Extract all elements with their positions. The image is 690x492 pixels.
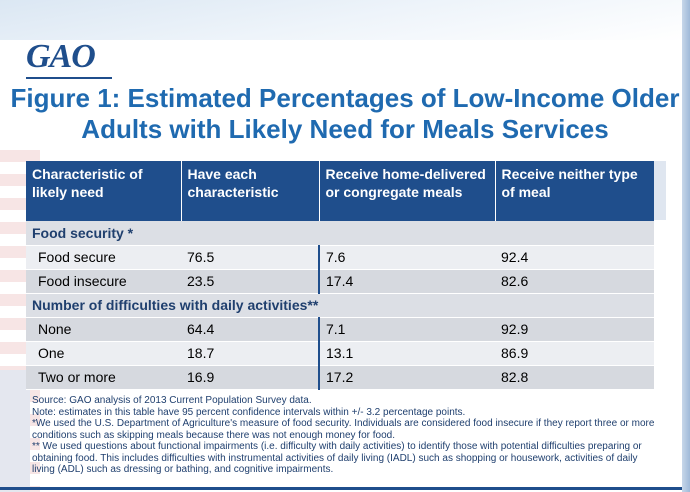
section-food-security: Food security * [26, 221, 654, 246]
table-row: Food insecure 23.5 17.4 82.6 [26, 269, 654, 294]
cell-receive: 7.6 [319, 245, 495, 270]
top-band [0, 0, 690, 40]
note-source: Source: GAO analysis of 2013 Current Pop… [32, 395, 312, 406]
row-label: Food secure [26, 245, 181, 270]
cell-neither: 82.8 [495, 365, 654, 390]
logo-underline [26, 77, 112, 79]
section-label: Number of difficulties with daily activi… [26, 293, 654, 318]
cell-receive: 13.1 [319, 341, 495, 366]
gao-logo: GAO [26, 38, 96, 75]
cell-neither: 92.9 [495, 317, 654, 342]
right-edge-strip [682, 0, 690, 492]
cell-neither: 86.9 [495, 341, 654, 366]
table-header-row: Characteristic of likely need Have each … [26, 161, 654, 221]
header-neither: Receive neither type of meal [495, 161, 654, 221]
header-have: Have each characteristic [181, 161, 320, 221]
section-label: Food security * [26, 221, 654, 246]
table-row: One 18.7 13.1 86.9 [26, 341, 654, 366]
table-row: None 64.4 7.1 92.9 [26, 317, 654, 342]
cell-neither: 82.6 [495, 269, 654, 294]
cell-receive: 7.1 [319, 317, 495, 342]
cell-receive: 17.4 [319, 269, 495, 294]
note-difficulties: ** We used questions about functional im… [32, 441, 642, 475]
note-confidence: Note: estimates in this table have 95 pe… [32, 406, 466, 418]
row-label: None [26, 317, 181, 342]
row-label: One [26, 341, 181, 366]
header-extra-cell [654, 161, 666, 220]
table-notes: Source: GAO analysis of 2013 Current Pop… [32, 395, 662, 476]
cell-neither: 92.4 [495, 245, 654, 270]
cell-have: 76.5 [181, 245, 320, 270]
table-row: Two or more 16.9 17.2 82.8 [26, 365, 654, 390]
cell-have: 18.7 [181, 341, 320, 366]
cell-receive: 17.2 [319, 365, 495, 390]
cell-have: 64.4 [181, 317, 320, 342]
table-row: Food secure 76.5 7.6 92.4 [26, 245, 654, 270]
data-table: Characteristic of likely need Have each … [26, 161, 654, 390]
page-title: Figure 1: Estimated Percentages of Low-I… [10, 83, 680, 144]
row-label: Food insecure [26, 269, 181, 294]
cell-have: 16.9 [181, 365, 320, 390]
flag-blue-area [0, 370, 30, 492]
note-food-security: *We used the U.S. Department of Agricult… [32, 418, 655, 441]
cell-have: 23.5 [181, 269, 320, 294]
header-receive: Receive home-delivered or congregate mea… [319, 161, 496, 221]
section-daily-activities: Number of difficulties with daily activi… [26, 293, 654, 318]
row-label: Two or more [26, 365, 181, 390]
header-characteristic: Characteristic of likely need [26, 161, 182, 221]
bottom-rule [0, 487, 682, 490]
